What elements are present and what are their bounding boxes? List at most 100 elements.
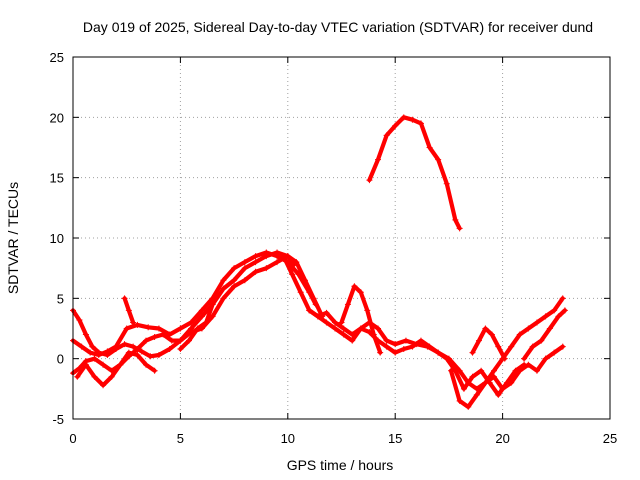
- data-point: [76, 317, 83, 324]
- data-point: [138, 348, 145, 355]
- data-point: [488, 331, 495, 338]
- data-point: [82, 331, 89, 338]
- data-point: [108, 373, 115, 380]
- data-point: [392, 349, 399, 356]
- data-point: [508, 379, 515, 386]
- data-point: [220, 277, 227, 284]
- y-tick-label: 25: [50, 50, 64, 65]
- data-point: [130, 319, 137, 326]
- data-point: [89, 343, 96, 350]
- series-trace-13: [177, 301, 216, 353]
- data-point: [323, 319, 330, 326]
- data-point: [134, 352, 141, 359]
- data-point: [252, 268, 259, 275]
- y-tick-label: 10: [50, 231, 64, 246]
- data-point: [177, 325, 184, 332]
- data-point: [375, 325, 382, 332]
- data-point: [469, 373, 476, 380]
- data-point: [82, 358, 89, 365]
- series-line: [522, 308, 567, 361]
- data-point: [112, 343, 119, 350]
- series-line: [470, 326, 507, 361]
- data-point: [551, 307, 558, 314]
- data-point: [203, 319, 210, 326]
- data-point: [392, 341, 399, 348]
- data-point: [501, 355, 508, 362]
- data-point: [460, 385, 467, 392]
- data-point: [274, 259, 281, 266]
- y-tick-label: 20: [50, 110, 64, 125]
- data-point: [533, 319, 540, 326]
- data-point: [555, 313, 562, 320]
- data-point: [344, 301, 351, 308]
- series-trace-7: [338, 283, 384, 356]
- series-trace-12: [121, 295, 137, 326]
- data-point: [332, 325, 339, 332]
- data-point: [306, 307, 313, 314]
- data-point: [409, 116, 416, 123]
- data-point: [443, 355, 450, 362]
- data-point: [209, 295, 216, 302]
- data-point: [542, 313, 549, 320]
- data-point: [375, 156, 382, 163]
- series-line: [281, 254, 565, 391]
- data-point: [559, 295, 566, 302]
- data-point: [143, 337, 150, 344]
- data-point: [121, 341, 128, 348]
- data-point: [241, 265, 248, 272]
- x-tick-label: 15: [388, 431, 402, 446]
- data-point: [482, 379, 489, 386]
- data-point: [252, 253, 259, 260]
- data-point: [377, 349, 384, 356]
- data-point: [525, 325, 532, 332]
- data-point: [409, 343, 416, 350]
- series-trace-8: [366, 114, 463, 232]
- data-point: [168, 337, 175, 344]
- data-point: [482, 325, 489, 332]
- data-point: [366, 177, 373, 184]
- y-tick-label: 15: [50, 171, 64, 186]
- data-point: [297, 289, 304, 296]
- data-point: [443, 180, 450, 187]
- data-point: [166, 346, 173, 353]
- data-point: [349, 331, 356, 338]
- data-point: [263, 249, 270, 256]
- data-point: [155, 325, 162, 332]
- x-tick-label: 10: [281, 431, 295, 446]
- series-line: [448, 344, 565, 409]
- data-point: [491, 367, 498, 374]
- data-point: [117, 361, 124, 368]
- data-point: [151, 333, 158, 340]
- data-point: [147, 353, 154, 360]
- data-point: [151, 367, 158, 374]
- data-point: [185, 337, 192, 344]
- data-point: [125, 349, 132, 356]
- data-point: [160, 331, 167, 338]
- data-point: [310, 295, 317, 302]
- data-point: [499, 385, 506, 392]
- data-point: [383, 132, 390, 139]
- data-point: [134, 321, 141, 328]
- x-tick-label: 0: [69, 431, 76, 446]
- data-point: [435, 349, 442, 356]
- data-point: [91, 373, 98, 380]
- data-point: [542, 355, 549, 362]
- data-point: [231, 283, 238, 290]
- data-point: [155, 352, 162, 359]
- data-point: [323, 309, 330, 316]
- data-point: [495, 391, 502, 398]
- data-point: [465, 403, 472, 410]
- data-point: [370, 331, 377, 338]
- axis-ticks: [72, 56, 611, 420]
- data-point: [383, 337, 390, 344]
- data-point: [123, 325, 130, 332]
- data-point: [340, 325, 347, 332]
- data-point: [263, 265, 270, 272]
- y-tick-label: -5: [52, 412, 64, 427]
- data-point: [177, 337, 184, 344]
- data-point: [559, 343, 566, 350]
- x-tick-label: 25: [603, 431, 617, 446]
- data-point: [188, 319, 195, 326]
- data-point: [538, 337, 545, 344]
- data-point: [209, 313, 216, 320]
